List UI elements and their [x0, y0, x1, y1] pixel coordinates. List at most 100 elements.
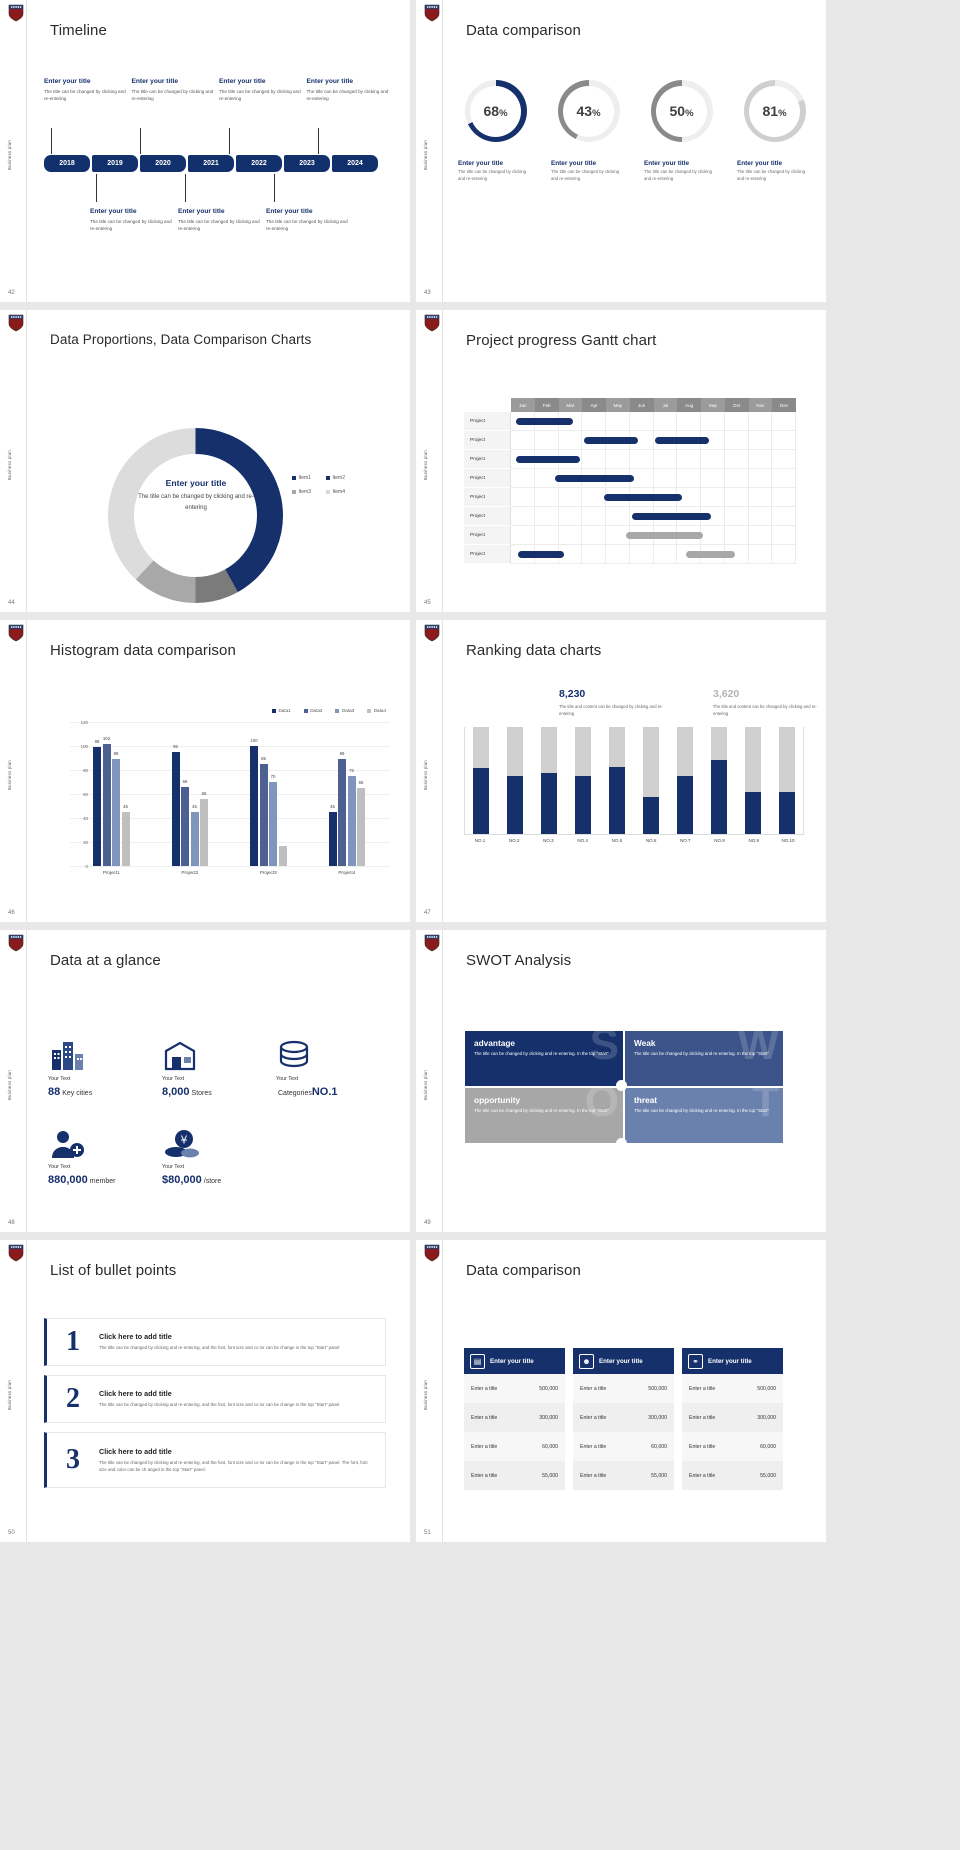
gauge-value: 81% — [762, 103, 786, 119]
swot-heading: advantage — [474, 1038, 516, 1048]
bar-value: 95 — [173, 744, 178, 749]
bar[interactable]: 95 — [171, 744, 180, 866]
column-header[interactable]: ☻ Enter your title — [573, 1348, 674, 1374]
bar[interactable]: 89 — [112, 751, 120, 866]
bar[interactable]: 75 — [347, 768, 356, 866]
gantt-bar[interactable] — [654, 437, 710, 444]
y-tick: 20 — [83, 840, 88, 845]
timeline-year-chip[interactable]: 2021 — [188, 155, 234, 172]
glance-unit: Key cities — [62, 1090, 93, 1097]
slide-ranking: Business plan Ranking data charts 8,230 … — [416, 620, 826, 922]
column-header[interactable]: ▤ Enter your title — [464, 1348, 565, 1374]
gantt-row-label: Project — [464, 545, 511, 564]
gantt-row-label: Project — [464, 507, 511, 526]
bar[interactable]: 102 — [102, 736, 111, 866]
sidebar-vertical-label: Business plan — [7, 1070, 12, 1100]
gantt-bar[interactable] — [518, 551, 564, 558]
legend-swatch — [326, 476, 330, 480]
gantt-bar[interactable] — [555, 475, 634, 482]
swot-cell-threat[interactable]: T threat The title can be changed by cli… — [625, 1088, 783, 1143]
timeline-year-chip[interactable]: 2019 — [92, 155, 138, 172]
ranking-value-secondary: 3,620 — [713, 688, 740, 700]
timeline-year-chip[interactable]: 2020 — [140, 155, 186, 172]
gantt-bar[interactable] — [626, 532, 704, 539]
gantt-row[interactable]: Project — [464, 469, 796, 488]
bar[interactable]: 65 — [357, 780, 365, 866]
slide-divider — [442, 0, 443, 302]
bar[interactable]: 85 — [259, 756, 268, 866]
timeline-year-chip[interactable]: 2022 — [236, 155, 282, 172]
glance-small-label: Your Text — [48, 1164, 71, 1170]
bar[interactable] — [278, 846, 287, 866]
bar-value: 45 — [192, 804, 197, 809]
slide-histogram: Business plan Histogram data comparison … — [0, 620, 410, 922]
list-item[interactable]: 2 Click here to add title The title can … — [44, 1375, 386, 1423]
gantt-row[interactable]: Project — [464, 545, 796, 564]
glance-value: NO.1 — [311, 1086, 338, 1098]
ranking-bar[interactable] — [507, 727, 523, 835]
gantt-bar[interactable] — [632, 513, 711, 520]
glance-prefix: Categories — [278, 1090, 312, 1097]
table-row: Enter a title 55,000 — [573, 1461, 674, 1490]
table-row: Enter a title 500,000 — [573, 1374, 674, 1403]
page-number: 45 — [424, 600, 431, 606]
gantt-bar[interactable] — [603, 494, 682, 501]
timeline-year-chip[interactable]: 2018 — [44, 155, 90, 172]
ranking-bar[interactable] — [473, 727, 489, 835]
page-title: Project progress Gantt chart — [466, 332, 657, 349]
gauge-title: Enter your title — [644, 160, 690, 167]
coins-icon: ¥ — [162, 1126, 260, 1160]
ranking-bar[interactable] — [609, 727, 625, 835]
gauge-number: 50 — [669, 103, 686, 119]
timeline-year-chip[interactable]: 2023 — [284, 155, 330, 172]
gantt-row-track — [511, 545, 796, 564]
ranking-bar[interactable] — [643, 727, 659, 835]
list-item[interactable]: 3 Click here to add title The title can … — [44, 1432, 386, 1488]
gantt-row[interactable]: Project — [464, 412, 796, 431]
y-tick: 0 — [85, 864, 88, 869]
gantt-row[interactable]: Project — [464, 507, 796, 526]
crest-logo-icon — [8, 1244, 24, 1262]
swot-cell-weakness[interactable]: W Weak The title can be changed by click… — [625, 1031, 783, 1086]
bar[interactable]: 66 — [181, 779, 189, 866]
ranking-bar[interactable] — [575, 727, 591, 835]
gantt-row[interactable]: Project — [464, 450, 796, 469]
column-header[interactable]: ⚭ Enter your title — [682, 1348, 783, 1374]
gantt-bar[interactable] — [583, 437, 638, 444]
page-number: 50 — [8, 1530, 15, 1536]
timeline-item-desc: The title can be changed by clicking and… — [178, 219, 260, 232]
ranking-bar[interactable] — [745, 727, 761, 835]
gantt-bar[interactable] — [515, 418, 573, 425]
gantt-row[interactable]: Project — [464, 431, 796, 450]
timeline-item-title: Enter your title — [178, 208, 225, 215]
gantt-month: Nov — [748, 398, 773, 412]
timeline-connector — [140, 128, 141, 154]
bar[interactable]: 89 — [338, 751, 346, 866]
ranking-bar[interactable] — [711, 727, 727, 835]
gantt-row[interactable]: Project — [464, 526, 796, 545]
bar[interactable]: 56 — [200, 791, 208, 866]
gantt-bar[interactable] — [515, 456, 580, 463]
comparison-column: ▤ Enter your title Enter a title 500,000 … — [464, 1348, 565, 1490]
timeline-year-chip[interactable]: 2024 — [332, 155, 378, 172]
ranking-bar[interactable] — [779, 727, 795, 835]
crest-logo-icon — [424, 4, 440, 22]
gantt-bar[interactable] — [686, 551, 735, 558]
swot-cell-opportunity[interactable]: O opportunity The title can be changed b… — [465, 1088, 623, 1143]
bar[interactable]: 45 — [121, 804, 130, 866]
gantt-row[interactable]: Project — [464, 488, 796, 507]
bar[interactable]: 99 — [93, 739, 101, 866]
ranking-bar[interactable] — [677, 727, 693, 835]
bar[interactable]: 70 — [269, 774, 277, 866]
list-item[interactable]: 1 Click here to add title The title can … — [44, 1318, 386, 1366]
ranking-bar[interactable] — [541, 727, 557, 835]
gauge-value: 43% — [576, 103, 600, 119]
y-tick: 120 — [80, 720, 88, 725]
swot-cell-strength[interactable]: S advantage The title can be changed by … — [465, 1031, 623, 1086]
bar[interactable]: 100 — [250, 738, 258, 866]
x-tick: NO.9 — [748, 838, 759, 844]
gauge-number: 68 — [483, 103, 500, 119]
bar[interactable]: 45 — [190, 804, 199, 866]
database-icon — [276, 1038, 374, 1072]
bar[interactable]: 45 — [328, 804, 337, 866]
